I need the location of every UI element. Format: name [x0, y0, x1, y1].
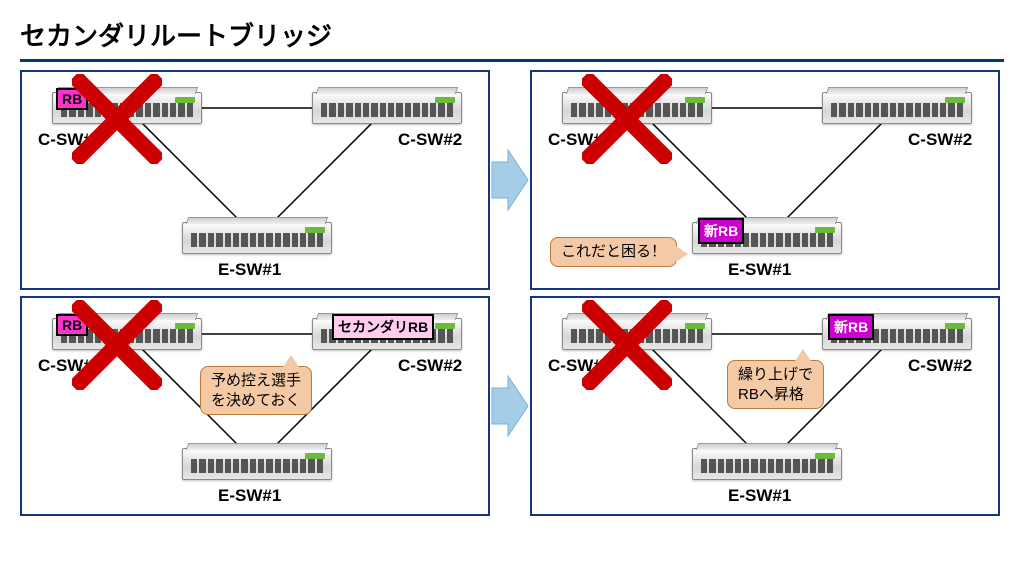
switch-label-esw1: E-SW#1 [728, 486, 791, 506]
callout: 予め控え選手を決めておく [200, 366, 312, 415]
arrow-row2 [490, 296, 530, 516]
badge-secondary-rb: セカンダリRB [332, 314, 434, 340]
switch-label-csw1: C-SW#1 [548, 130, 612, 150]
switch-label-csw2: C-SW#2 [398, 130, 462, 150]
switch-label-csw2: C-SW#2 [398, 356, 462, 376]
badge-newrb: 新RB [698, 218, 744, 244]
title-rule [20, 59, 1004, 62]
switch-label-csw2: C-SW#2 [908, 130, 972, 150]
page-title: セカンダリルートブリッジ [0, 0, 1024, 57]
arrow-row1 [490, 70, 530, 290]
switch-label-csw2: C-SW#2 [908, 356, 972, 376]
panel-row2-left: C-SW#1 C-SW#2 E-SW#1 RB セカンダリRB 予め控え選手を決めておく [20, 296, 490, 516]
panel-row1-left: C-SW#1 C-SW#2 E-SW#1 RB [20, 70, 490, 290]
badge-rb: RB [56, 88, 88, 110]
switch-esw1 [182, 448, 332, 480]
switch-label-csw1: C-SW#1 [548, 356, 612, 376]
panel-row1-right: C-SW#1 C-SW#2 E-SW#1 新RB これだと困る！ [530, 70, 1000, 290]
callout: これだと困る！ [550, 237, 677, 267]
switch-esw1 [692, 448, 842, 480]
callout: 繰り上げでRBへ昇格 [727, 360, 824, 409]
switch-label-esw1: E-SW#1 [218, 486, 281, 506]
switch-csw2 [822, 92, 972, 124]
switch-csw1 [562, 92, 712, 124]
badge-rb: RB [56, 314, 88, 336]
switch-label-esw1: E-SW#1 [218, 260, 281, 280]
switch-label-csw1: C-SW#1 [38, 356, 102, 376]
panel-row-2: C-SW#1C-SW#2E-SW#1RBセカンダリRB予め控え選手を決めておく … [20, 296, 1004, 516]
switch-label-esw1: E-SW#1 [728, 260, 791, 280]
switch-label-csw1: C-SW#1 [38, 130, 102, 150]
badge-newrb: 新RB [828, 314, 874, 340]
switch-csw1 [562, 318, 712, 350]
panel-row2-right: C-SW#1 C-SW#2 E-SW#1 新RB繰り上げでRBへ昇格 [530, 296, 1000, 516]
switch-csw2 [312, 92, 462, 124]
switch-esw1 [182, 222, 332, 254]
panel-row-1: C-SW#1 C-SW#2 E-SW#1 RB C-SW#1 C-SW#2 E-SW#1 新… [20, 70, 1004, 290]
